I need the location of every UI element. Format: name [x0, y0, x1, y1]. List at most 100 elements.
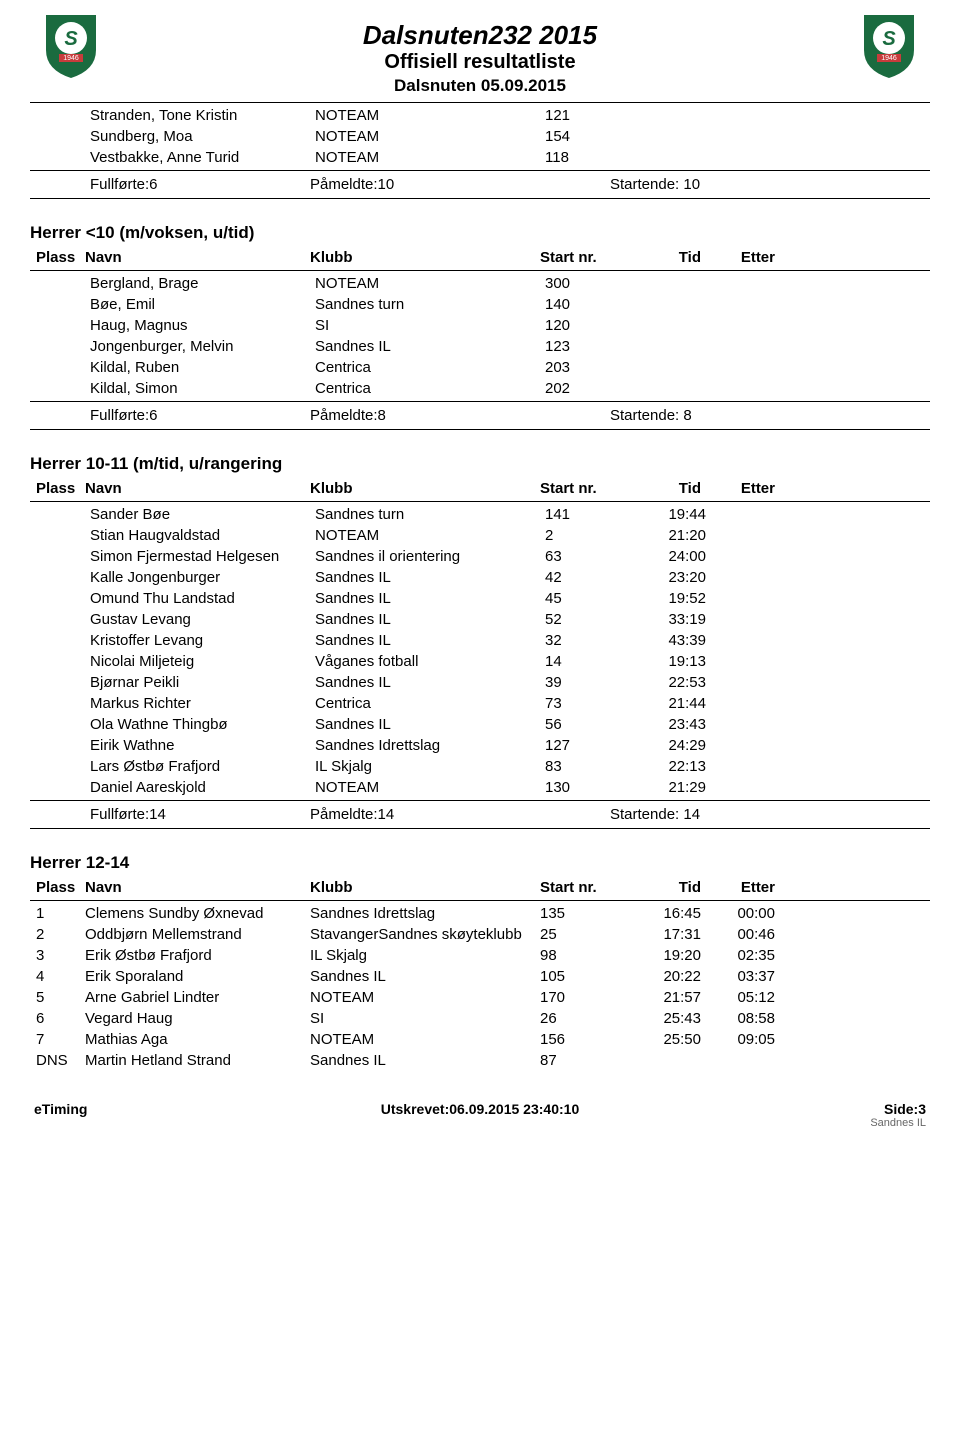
col-navn: Navn	[85, 480, 310, 497]
cell-navn: Stian Haugvaldstad	[90, 527, 315, 544]
cell-etter	[710, 674, 780, 691]
col-navn: Navn	[85, 249, 310, 266]
cell-tid: 22:13	[640, 758, 710, 775]
cell-navn: Nicolai Miljeteig	[90, 653, 315, 670]
cell-start: 14	[545, 653, 640, 670]
cell-plass: 2	[30, 926, 85, 943]
col-start: Start nr.	[540, 879, 635, 896]
cell-navn: Kildal, Simon	[90, 380, 315, 397]
cell-klubb: NOTEAM	[310, 989, 540, 1006]
footer-mid: Utskrevet:06.09.2015 23:40:10	[184, 1101, 776, 1117]
cell-klubb: StavangerSandnes skøyteklubb	[310, 926, 540, 943]
cell-start: 52	[545, 611, 640, 628]
page-title: Dalsnuten232 2015	[30, 20, 930, 51]
table-row: Eirik WathneSandnes Idrettslag12724:29	[30, 735, 930, 756]
cell-tid	[640, 149, 710, 166]
cell-start: 25	[540, 926, 635, 943]
cell-tid	[640, 275, 710, 292]
cell-tid: 19:52	[640, 590, 710, 607]
cell-start: 135	[540, 905, 635, 922]
cell-klubb: SI	[310, 1010, 540, 1027]
cell-klubb: Sandnes Idrettslag	[310, 905, 540, 922]
summary-start: Startende: 8	[610, 407, 930, 424]
cell-navn: Kristoffer Levang	[90, 632, 315, 649]
svg-text:S: S	[882, 28, 896, 50]
cell-navn: Simon Fjermestad Helgesen	[90, 548, 315, 565]
cell-navn: Stranden, Tone Kristin	[90, 107, 315, 124]
cell-start: 123	[545, 338, 640, 355]
col-start: Start nr.	[540, 249, 635, 266]
column-header: Plass Navn Klubb Start nr. Tid Etter	[30, 247, 930, 268]
table-row: Markus RichterCentrica7321:44	[30, 693, 930, 714]
cell-tid: 25:50	[635, 1031, 705, 1048]
cell-etter	[710, 359, 780, 376]
cell-klubb: SI	[315, 317, 545, 334]
cell-tid: 16:45	[635, 905, 705, 922]
cell-klubb: Sandnes IL	[315, 674, 545, 691]
cell-tid	[640, 338, 710, 355]
cell-start: 42	[545, 569, 640, 586]
cell-navn: Gustav Levang	[90, 611, 315, 628]
cell-klubb: Sandnes il orientering	[315, 548, 545, 565]
cell-plass: 6	[30, 1010, 85, 1027]
table-row: Gustav LevangSandnes IL5233:19	[30, 609, 930, 630]
summary-full: Fullførte:6	[90, 176, 310, 193]
cell-klubb: NOTEAM	[315, 527, 545, 544]
cell-etter	[710, 548, 780, 565]
cell-etter	[710, 611, 780, 628]
section-title: Herrer 12-14	[30, 853, 930, 873]
cell-navn: Eirik Wathne	[90, 737, 315, 754]
cell-navn: Martin Hetland Strand	[85, 1052, 310, 1069]
cell-tid: 33:19	[640, 611, 710, 628]
cell-start: 83	[545, 758, 640, 775]
cell-etter	[710, 128, 780, 145]
cell-start: 202	[545, 380, 640, 397]
summary-start: Startende: 14	[610, 806, 930, 823]
table-row: 6Vegard HaugSI2625:4308:58	[30, 1008, 930, 1029]
cell-start: 39	[545, 674, 640, 691]
cell-tid: 21:20	[640, 527, 710, 544]
table-row: Kildal, RubenCentrica203	[30, 357, 930, 378]
cell-plass: DNS	[30, 1052, 85, 1069]
summary-row: Fullførte:6 Påmeldte:8 Startende: 8	[30, 404, 930, 427]
cell-start: 154	[545, 128, 640, 145]
col-etter: Etter	[705, 480, 775, 497]
section-title: Herrer <10 (m/voksen, u/tid)	[30, 223, 930, 243]
cell-navn: Erik Sporaland	[85, 968, 310, 985]
cell-tid: 21:44	[640, 695, 710, 712]
cell-start: 127	[545, 737, 640, 754]
cell-tid: 24:00	[640, 548, 710, 565]
cell-tid	[640, 317, 710, 334]
cell-start: 56	[545, 716, 640, 733]
cell-klubb: Sandnes IL	[315, 611, 545, 628]
col-klubb: Klubb	[310, 480, 540, 497]
cell-start: 140	[545, 296, 640, 313]
table-row: Stranden, Tone KristinNOTEAM121	[30, 105, 930, 126]
cell-navn: Mathias Aga	[85, 1031, 310, 1048]
cell-start: 141	[545, 506, 640, 523]
cell-etter	[710, 527, 780, 544]
col-tid: Tid	[635, 249, 705, 266]
svg-text:1946: 1946	[881, 55, 897, 62]
cell-plass: 7	[30, 1031, 85, 1048]
cell-navn: Sander Bøe	[90, 506, 315, 523]
cell-etter: 00:46	[705, 926, 775, 943]
table-row: Bergland, BrageNOTEAM300	[30, 273, 930, 294]
cell-etter	[710, 569, 780, 586]
logo-right: S 1946	[858, 10, 920, 80]
table-row: Sander BøeSandnes turn14119:44	[30, 504, 930, 525]
section-title: Herrer 10-11 (m/tid, u/rangering	[30, 454, 930, 474]
cell-etter	[710, 779, 780, 796]
column-header: Plass Navn Klubb Start nr. Tid Etter	[30, 478, 930, 499]
cell-tid: 25:43	[635, 1010, 705, 1027]
summary-pam: Påmeldte:10	[310, 176, 610, 193]
cell-tid: 23:43	[640, 716, 710, 733]
cell-etter	[710, 506, 780, 523]
cell-tid: 24:29	[640, 737, 710, 754]
summary-row: Fullførte:14 Påmeldte:14 Startende: 14	[30, 803, 930, 826]
table-row: Haug, MagnusSI120	[30, 315, 930, 336]
cell-navn: Markus Richter	[90, 695, 315, 712]
table-row: Bøe, EmilSandnes turn140	[30, 294, 930, 315]
cell-navn: Jongenburger, Melvin	[90, 338, 315, 355]
cell-klubb: Sandnes IL	[315, 632, 545, 649]
